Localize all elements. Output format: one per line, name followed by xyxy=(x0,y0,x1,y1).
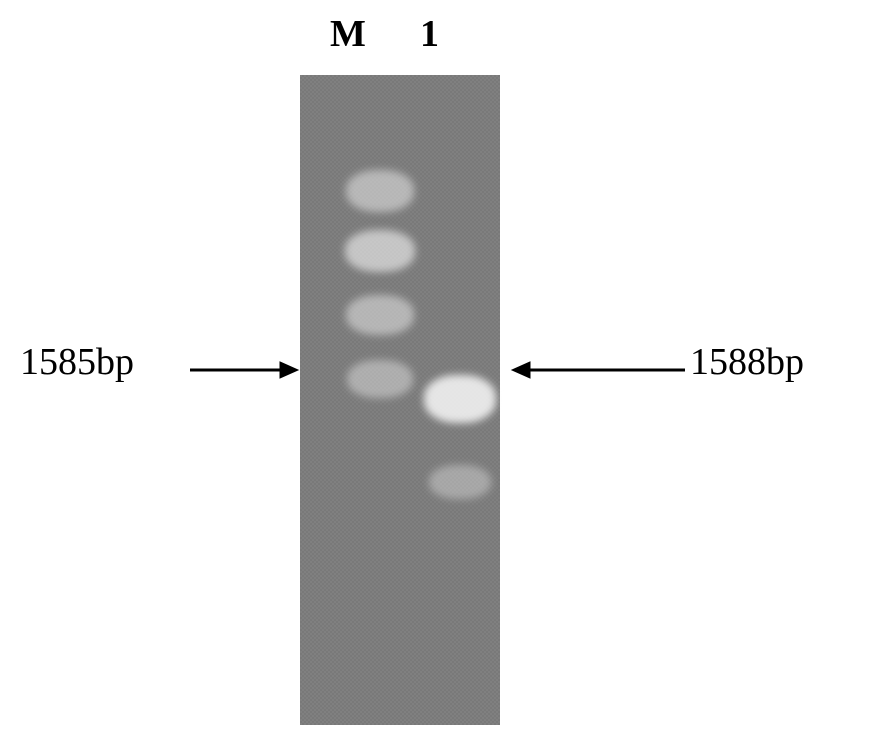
gel-image xyxy=(300,75,500,725)
marker-band xyxy=(346,170,414,212)
lane-label-sample: 1 xyxy=(420,12,439,56)
sample-band-main xyxy=(424,375,496,423)
marker-band xyxy=(347,360,413,398)
marker-band xyxy=(346,295,414,335)
arrow-left xyxy=(190,355,300,385)
gel-lane-sample xyxy=(420,75,500,725)
gel-lane-marker xyxy=(340,75,420,725)
sample-band-secondary xyxy=(429,465,491,499)
size-label-left: 1585bp xyxy=(20,340,134,384)
lane-label-marker: M xyxy=(330,12,366,56)
marker-band xyxy=(345,230,415,272)
figure-container: M 1 1585bp 1588bp xyxy=(0,0,871,741)
arrow-right xyxy=(510,355,685,385)
size-label-right: 1588bp xyxy=(690,340,804,384)
